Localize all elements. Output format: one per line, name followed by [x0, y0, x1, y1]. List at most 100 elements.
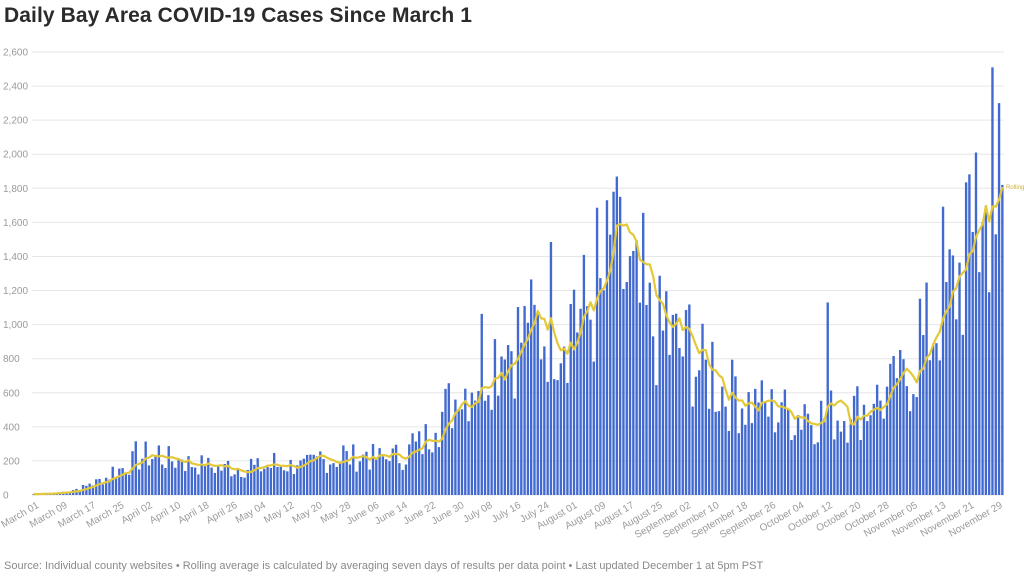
daily-bar	[602, 290, 605, 495]
rolling-average-polyline	[33, 186, 1004, 496]
daily-bar	[381, 456, 385, 495]
daily-bar	[569, 304, 572, 495]
source-footer: Source: Individual county websites • Rol…	[4, 560, 764, 572]
y-tick-label: 600	[3, 388, 20, 399]
daily-bar	[628, 256, 632, 495]
daily-bar	[767, 416, 770, 495]
daily-bar	[529, 279, 533, 495]
daily-bar	[220, 470, 223, 495]
daily-bar	[605, 200, 609, 496]
daily-bar	[918, 298, 922, 495]
daily-bar	[843, 421, 846, 495]
daily-bar	[572, 289, 576, 495]
daily-bar	[355, 471, 358, 495]
daily-bar	[562, 346, 566, 495]
daily-bar	[615, 176, 619, 496]
daily-bar	[951, 255, 955, 495]
daily-bar	[1001, 184, 1004, 495]
daily-bar	[361, 454, 365, 495]
daily-bar	[559, 363, 563, 495]
daily-bar	[994, 234, 997, 495]
daily-bar	[259, 471, 263, 495]
daily-bar	[289, 459, 292, 495]
x-tick-label: July 16	[490, 500, 523, 526]
y-tick-label: 1,800	[3, 184, 28, 195]
daily-bar	[849, 419, 852, 495]
daily-bar	[905, 386, 908, 495]
daily-bar	[638, 302, 642, 495]
daily-bar	[160, 464, 164, 495]
daily-bar	[968, 174, 971, 495]
daily-bar	[385, 459, 388, 495]
daily-bar	[852, 395, 856, 495]
daily-bar	[246, 469, 249, 495]
daily-bar	[523, 306, 526, 495]
daily-bar	[444, 388, 447, 495]
daily-bar	[190, 467, 193, 495]
daily-bar	[454, 399, 457, 495]
daily-bar	[464, 388, 467, 495]
daily-bar	[576, 332, 579, 495]
daily-bar	[157, 445, 161, 495]
x-tick-label: April 10	[148, 500, 183, 527]
daily-bar	[500, 356, 503, 495]
daily-bar	[819, 400, 823, 495]
daily-bar	[833, 439, 836, 495]
y-tick-label: 1,200	[3, 286, 28, 297]
daily-bar	[358, 461, 362, 495]
daily-bar	[707, 408, 711, 495]
daily-bar	[823, 418, 826, 495]
daily-bar	[510, 351, 513, 495]
daily-bar	[312, 454, 315, 495]
daily-bar	[875, 384, 879, 495]
daily-bar	[401, 469, 404, 495]
y-tick-label: 1,600	[3, 218, 28, 229]
daily-bar	[450, 428, 454, 495]
daily-bar	[256, 458, 259, 495]
daily-bar	[233, 474, 236, 495]
daily-bar	[737, 433, 740, 495]
daily-bar	[497, 395, 500, 495]
daily-bar	[635, 240, 638, 495]
daily-bar	[955, 319, 958, 495]
daily-bar	[618, 196, 622, 495]
daily-bar	[889, 363, 892, 495]
daily-bar	[846, 442, 849, 495]
daily-bar	[516, 307, 520, 495]
daily-bar	[447, 383, 450, 495]
daily-bar	[777, 422, 780, 495]
daily-bar	[411, 433, 414, 495]
daily-bar	[371, 444, 375, 495]
daily-bar	[98, 478, 101, 495]
daily-bar	[167, 446, 170, 495]
daily-bar	[391, 448, 394, 495]
daily-bar	[483, 400, 487, 495]
daily-bar	[681, 356, 684, 495]
daily-bar	[170, 461, 174, 495]
daily-bar	[240, 476, 243, 495]
daily-bar	[958, 262, 961, 495]
daily-bar	[866, 421, 869, 495]
daily-bar	[589, 319, 592, 495]
daily-bar	[414, 441, 418, 495]
daily-bar	[711, 341, 714, 495]
daily-bar	[566, 382, 569, 495]
x-tick-label: April 02	[120, 500, 155, 527]
daily-bar	[658, 275, 661, 495]
daily-bar	[457, 410, 460, 495]
daily-bar	[810, 425, 813, 495]
daily-bar	[365, 451, 368, 495]
daily-bar	[622, 289, 625, 495]
daily-bar	[928, 360, 932, 495]
daily-bar	[460, 409, 464, 495]
daily-bar	[760, 380, 764, 495]
daily-bar	[895, 378, 899, 495]
y-axis-ticks: 0 200 400 600 800 1,000 1,200 1,400 1,600 1,800 2,…	[3, 48, 28, 502]
daily-bar	[757, 402, 760, 495]
daily-bar	[216, 465, 220, 495]
daily-bar	[661, 330, 665, 495]
daily-bar	[473, 400, 477, 495]
daily-bar	[925, 282, 928, 495]
